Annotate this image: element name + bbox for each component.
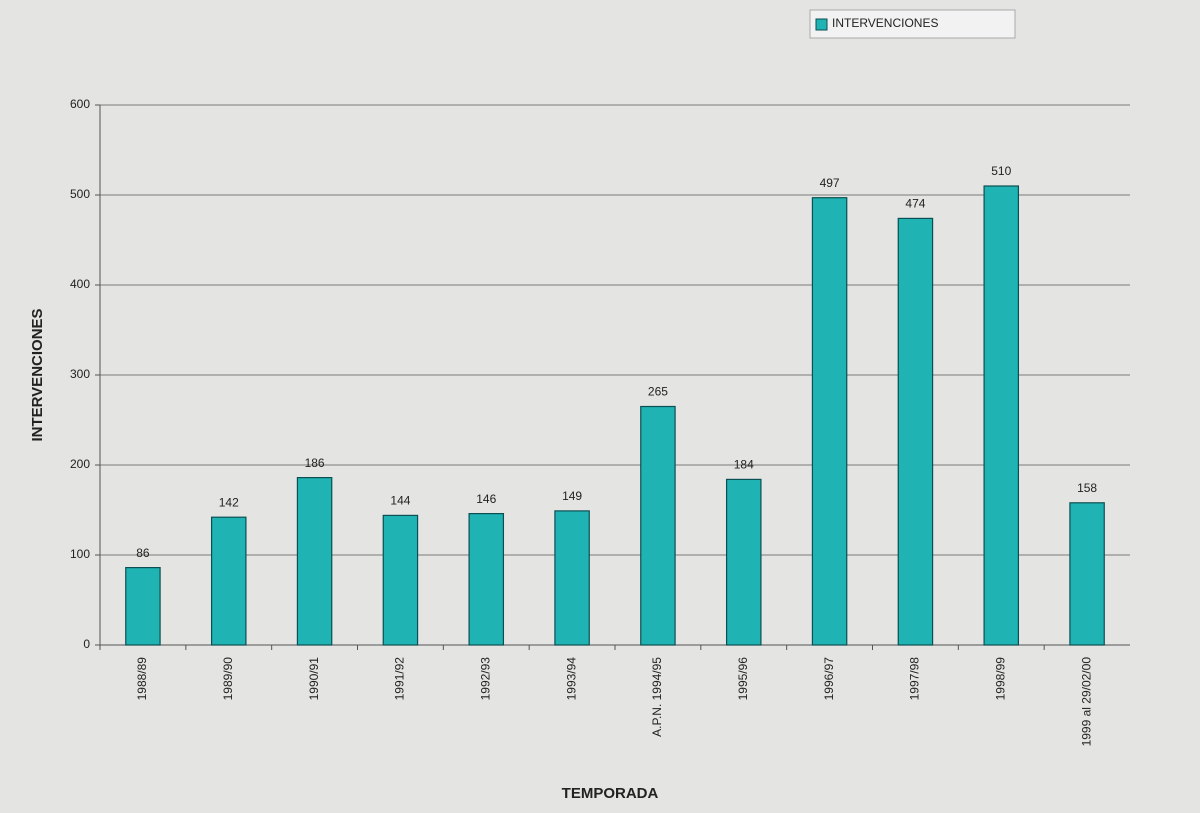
legend-box (809, 9, 1016, 39)
legend-label: INTERVENCIONES (832, 16, 938, 30)
x-tick-label: 1997/98 (908, 657, 922, 701)
x-tick-label: A.P.N. 1994/95 (650, 657, 664, 737)
x-axis-title: TEMPORADA (562, 785, 659, 802)
data-label: 510 (991, 164, 1011, 178)
bar (983, 185, 1020, 646)
bar (640, 405, 676, 646)
x-tick-label: 1988/89 (135, 657, 149, 701)
x-tick-label: 1990/91 (307, 657, 321, 701)
data-label: 474 (905, 197, 925, 211)
bar (811, 197, 848, 646)
data-label: 149 (562, 489, 582, 503)
bar (1069, 502, 1105, 646)
bar (725, 478, 762, 646)
y-tick-label: 100 (70, 547, 90, 561)
y-tick-label: 500 (70, 187, 90, 201)
x-tick-label: 1996/97 (822, 657, 836, 701)
y-axis-title: INTERVENCIONES (29, 308, 46, 441)
bar (897, 217, 934, 646)
x-tick-label: 1993/94 (564, 657, 578, 701)
data-label: 184 (734, 458, 754, 472)
y-tick-label: 600 (70, 97, 90, 111)
bar (382, 514, 419, 646)
data-label: 144 (390, 494, 410, 508)
data-label: 142 (219, 495, 239, 509)
data-label: 158 (1077, 481, 1097, 495)
legend-swatch (815, 18, 828, 31)
x-tick-label: 1989/90 (221, 657, 235, 701)
x-tick-label: 1991/92 (393, 657, 407, 701)
x-tick-label: 1992/93 (478, 657, 492, 701)
y-tick-label: 300 (70, 367, 90, 381)
bar (210, 516, 247, 646)
y-tick-label: 0 (83, 637, 90, 651)
bar (125, 566, 161, 646)
bar (296, 477, 333, 646)
bar (554, 510, 590, 646)
data-label: 497 (820, 176, 840, 190)
x-tick-label: 1998/99 (993, 657, 1007, 701)
bar (468, 512, 505, 646)
y-tick-label: 400 (70, 277, 90, 291)
y-tick-label: 200 (70, 457, 90, 471)
data-label: 146 (476, 492, 496, 506)
x-tick-label: 1995/96 (736, 657, 750, 701)
x-tick-label: 1999 al 29/02/00 (1079, 657, 1093, 747)
data-label: 265 (648, 385, 668, 399)
data-label: 186 (305, 456, 325, 470)
data-label: 86 (136, 546, 150, 560)
